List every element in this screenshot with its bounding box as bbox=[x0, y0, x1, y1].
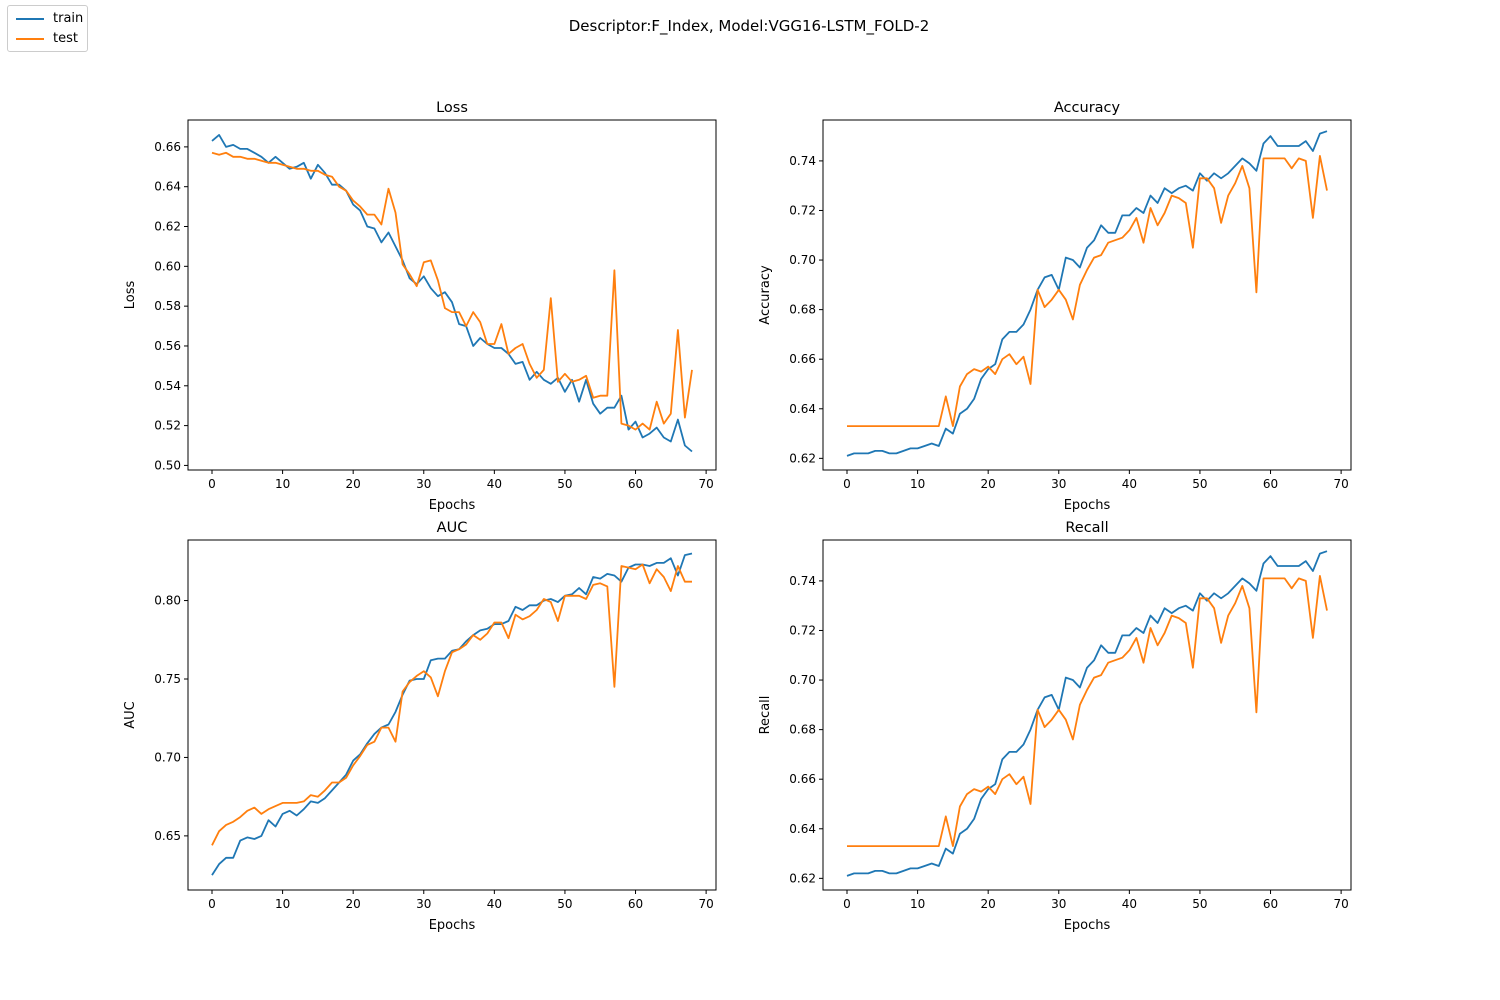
x-tick-label: 60 bbox=[628, 477, 643, 491]
y-tick-label: 0.64 bbox=[789, 402, 816, 416]
series-line-accuracy-train bbox=[846, 130, 1328, 457]
axes-title-accuracy: Accuracy bbox=[1054, 100, 1121, 116]
x-axis-label-accuracy: Epochs bbox=[1064, 498, 1111, 513]
x-tick-label: 70 bbox=[698, 897, 713, 911]
panel-accuracy: 0 10 20 30 40 50 60 70 0.62 0.64 0.66 0.68 0.70 0.72 0… bbox=[758, 100, 1352, 513]
figure-suptitle: Descriptor:F_Index, Model:VGG16-LSTM_FOL… bbox=[569, 17, 930, 36]
x-tick-label: 20 bbox=[981, 477, 996, 491]
x-tick-label: 20 bbox=[346, 897, 361, 911]
x-tick-label: 60 bbox=[1263, 477, 1278, 491]
y-tick-label: 0.75 bbox=[154, 672, 181, 686]
y-tick-label: 0.74 bbox=[789, 154, 816, 168]
x-tick-label: 10 bbox=[275, 897, 290, 911]
x-tick-label: 10 bbox=[275, 477, 290, 491]
series-line-auc-test bbox=[211, 563, 692, 846]
y-tick-label: 0.62 bbox=[154, 220, 181, 234]
x-tick-label: 0 bbox=[843, 477, 851, 491]
axes-title-auc: AUC bbox=[437, 520, 468, 536]
x-tick-label: 20 bbox=[346, 477, 361, 491]
x-tick-label: 0 bbox=[208, 477, 216, 491]
y-tick-label: 0.80 bbox=[154, 594, 181, 608]
legend-line-test bbox=[16, 38, 44, 40]
x-tick-label: 50 bbox=[1192, 897, 1207, 911]
x-tick-label: 50 bbox=[557, 897, 572, 911]
y-axis-label-accuracy: Accuracy bbox=[758, 265, 773, 325]
x-tick-label: 10 bbox=[910, 477, 925, 491]
legend-label-train: train bbox=[53, 11, 84, 26]
x-axis-label-loss: Epochs bbox=[429, 498, 476, 513]
legend-label-test: test bbox=[53, 31, 78, 46]
x-tick-label: 60 bbox=[628, 897, 643, 911]
y-tick-label: 0.72 bbox=[789, 203, 816, 217]
x-axis-label-recall: Epochs bbox=[1064, 918, 1111, 933]
axes-frame-loss bbox=[187, 119, 717, 471]
x-tick-label: 50 bbox=[557, 477, 572, 491]
axes-frame-accuracy bbox=[822, 119, 1352, 471]
y-tick-label: 0.64 bbox=[154, 180, 181, 194]
y-tick-label: 0.62 bbox=[789, 871, 816, 885]
x-tick-label: 30 bbox=[1051, 477, 1066, 491]
x-tick-label: 30 bbox=[416, 477, 431, 491]
y-tick-label: 0.74 bbox=[789, 574, 816, 588]
y-tick-label: 0.66 bbox=[789, 772, 816, 786]
axes-frame-auc bbox=[187, 539, 717, 891]
y-tick-label: 0.66 bbox=[154, 140, 181, 154]
legend-line-train bbox=[16, 18, 44, 20]
x-tick-label: 40 bbox=[1122, 897, 1137, 911]
series-line-accuracy-test bbox=[847, 154, 1328, 428]
series-line-recall-test bbox=[847, 575, 1328, 847]
y-tick-label: 0.66 bbox=[789, 352, 816, 366]
x-tick-label: 70 bbox=[698, 477, 713, 491]
y-tick-label: 0.56 bbox=[154, 339, 181, 353]
y-tick-label: 0.65 bbox=[154, 829, 181, 843]
x-tick-label: 40 bbox=[487, 477, 502, 491]
y-tick-label: 0.60 bbox=[154, 259, 181, 273]
x-tick-label: 0 bbox=[208, 897, 216, 911]
series-line-loss-test bbox=[211, 151, 693, 431]
panel-auc: 0 10 20 30 40 50 60 70 0.65 0.70 0.75 0.80 AUC Epochs… bbox=[123, 520, 717, 933]
x-tick-label: 50 bbox=[1192, 477, 1207, 491]
y-axis-label-loss: Loss bbox=[123, 281, 138, 310]
axes-title-loss: Loss bbox=[436, 100, 468, 116]
x-tick-label: 70 bbox=[1333, 897, 1348, 911]
x-tick-label: 30 bbox=[1051, 897, 1066, 911]
panel-recall: 0 10 20 30 40 50 60 70 0.62 0.64 0.66 0.68 0.70 0.72 0… bbox=[758, 520, 1352, 933]
series-line-auc-train bbox=[211, 552, 693, 876]
axes-frame-recall bbox=[822, 539, 1352, 891]
x-tick-label: 0 bbox=[843, 897, 851, 911]
x-tick-label: 30 bbox=[416, 897, 431, 911]
x-tick-label: 70 bbox=[1333, 477, 1348, 491]
y-tick-label: 0.62 bbox=[789, 451, 816, 465]
x-tick-label: 10 bbox=[910, 897, 925, 911]
axes-title-recall: Recall bbox=[1065, 520, 1108, 536]
x-tick-label: 60 bbox=[1263, 897, 1278, 911]
x-tick-label: 40 bbox=[487, 897, 502, 911]
x-tick-label: 40 bbox=[1122, 477, 1137, 491]
x-axis-label-auc: Epochs bbox=[429, 918, 476, 933]
series-line-recall-train bbox=[846, 550, 1328, 877]
x-tick-label: 20 bbox=[981, 897, 996, 911]
y-tick-label: 0.64 bbox=[789, 822, 816, 836]
y-axis-label-recall: Recall bbox=[758, 696, 773, 735]
y-tick-label: 0.58 bbox=[154, 299, 181, 313]
y-tick-label: 0.70 bbox=[789, 253, 816, 267]
y-tick-label: 0.50 bbox=[154, 458, 181, 472]
y-axis-label-auc: AUC bbox=[123, 701, 138, 729]
panel-loss: 0 10 20 30 40 50 60 70 0.50 0.52 0.54 0.56 0.58 0.60 0… bbox=[123, 100, 717, 513]
y-tick-label: 0.70 bbox=[789, 673, 816, 687]
legend: train test bbox=[7, 5, 88, 52]
y-tick-label: 0.72 bbox=[789, 623, 816, 637]
y-tick-label: 0.70 bbox=[154, 750, 181, 764]
y-tick-label: 0.52 bbox=[154, 419, 181, 433]
y-tick-label: 0.68 bbox=[789, 723, 816, 737]
y-tick-label: 0.54 bbox=[154, 379, 181, 393]
y-tick-label: 0.68 bbox=[789, 303, 816, 317]
